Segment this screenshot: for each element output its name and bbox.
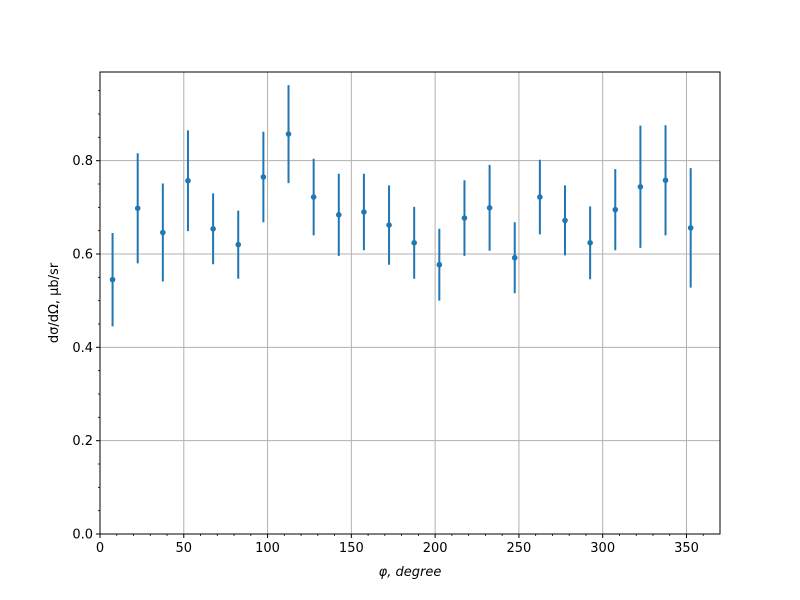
data-point xyxy=(637,184,644,190)
data-point xyxy=(210,226,216,232)
x-tick-label: 150 xyxy=(339,541,364,556)
data-point xyxy=(511,254,518,261)
data-point xyxy=(612,206,619,213)
axes-frame xyxy=(99,71,721,535)
data-point xyxy=(662,177,669,184)
data-series xyxy=(109,85,694,327)
data-point xyxy=(537,194,543,200)
data-point xyxy=(260,174,267,180)
data-point xyxy=(411,240,417,246)
axis-ticks: 0 50 100 150 200 250 300 350 0.0 0.2 0.4 0.6 0.8 xyxy=(72,90,704,556)
data-point xyxy=(361,209,367,215)
data-point xyxy=(587,240,593,246)
x-tick-label: 300 xyxy=(590,541,615,556)
data-point xyxy=(436,261,443,268)
x-tick-label: 350 xyxy=(674,541,699,556)
y-tick-label: 0.2 xyxy=(72,434,93,449)
y-tick-label: 0.4 xyxy=(72,341,93,356)
data-point xyxy=(687,225,694,231)
y-tick-label: 0.6 xyxy=(72,248,93,263)
data-point xyxy=(235,241,242,248)
x-tick-label: 250 xyxy=(507,541,532,556)
x-tick-label: 100 xyxy=(255,541,280,556)
data-point xyxy=(386,222,392,228)
y-tick-label: 0.8 xyxy=(72,154,93,169)
data-point xyxy=(285,131,292,137)
data-point xyxy=(310,194,317,200)
x-tick-label: 0 xyxy=(96,541,104,556)
data-point xyxy=(109,276,116,283)
data-point xyxy=(461,215,468,221)
data-point xyxy=(134,205,141,212)
data-point xyxy=(160,229,166,236)
x-tick-label: 200 xyxy=(423,541,448,556)
x-axis-label: φ, degree xyxy=(379,565,442,580)
plot-area xyxy=(100,72,720,534)
x-tick-label: 50 xyxy=(176,541,193,556)
y-axis-label: dσ/dΩ, μb/sr xyxy=(47,262,62,343)
data-point xyxy=(562,217,568,224)
data-point xyxy=(486,205,493,211)
data-point xyxy=(335,212,342,218)
y-tick-label: 0.0 xyxy=(72,528,93,543)
data-point xyxy=(185,177,191,184)
